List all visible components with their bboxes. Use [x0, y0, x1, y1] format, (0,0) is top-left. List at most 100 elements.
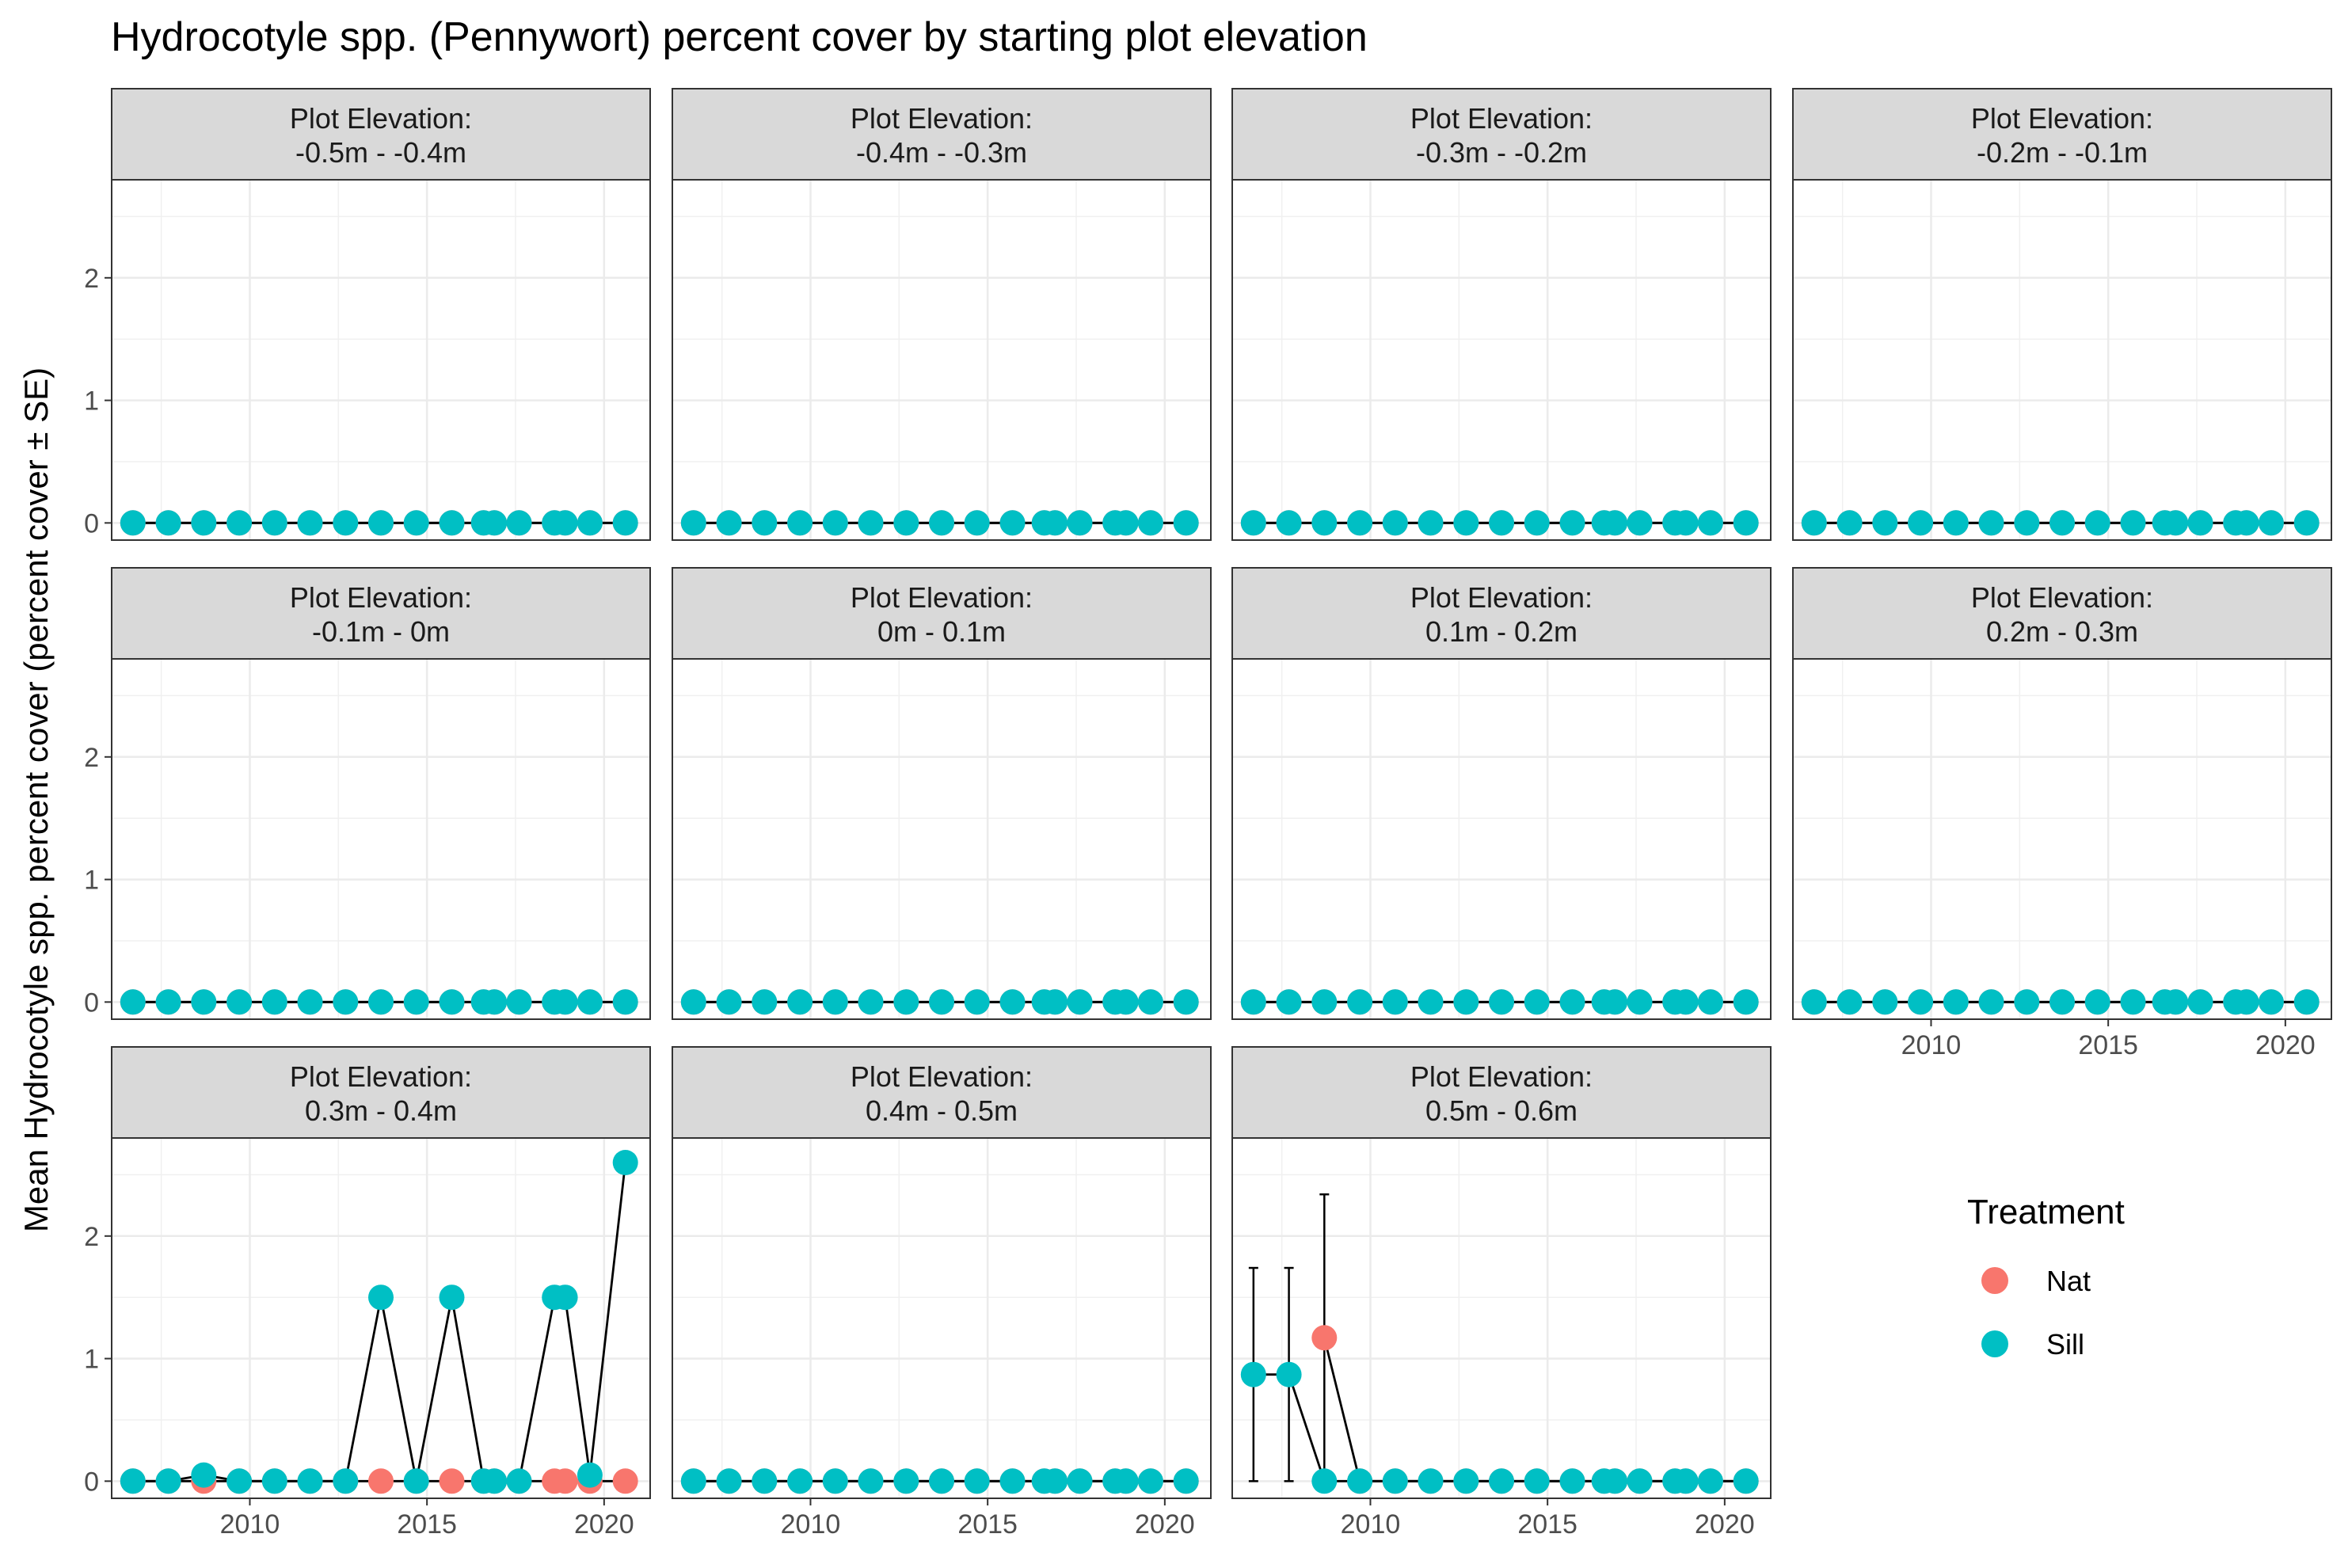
point-sill: [2049, 989, 2075, 1015]
point-sill: [1872, 989, 1898, 1015]
point-sill: [1382, 989, 1408, 1015]
point-nat: [1311, 1325, 1338, 1351]
legend-label-sill: Sill: [2046, 1328, 2084, 1361]
point-sill: [439, 510, 465, 536]
point-sill: [752, 1468, 778, 1494]
facet-panel: Plot Elevation:0.2m - 0.3m 2010 2015 2020: [1792, 567, 2332, 1060]
point-sill: [1042, 510, 1068, 536]
panel-border: [111, 658, 651, 1020]
y-tick-label: 0: [84, 988, 99, 1018]
point-sill: [226, 510, 253, 536]
facet-strip-label: -0.2m - -0.1m: [1977, 136, 2148, 169]
point-sill: [191, 1462, 217, 1488]
x-tick-label: 2010: [220, 1509, 280, 1539]
x-tick-label: 2010: [1341, 1509, 1401, 1539]
panel-background: [112, 180, 650, 540]
point-sill: [552, 989, 578, 1015]
y-tick-label: 1: [84, 386, 99, 417]
panel-border: [672, 179, 1212, 541]
point-sill: [1733, 1468, 1759, 1494]
point-sill: [1173, 510, 1199, 536]
point-sill: [1382, 1468, 1408, 1494]
point-sill: [1347, 510, 1373, 536]
point-sill: [191, 989, 217, 1015]
panel-border: [111, 179, 651, 541]
point-sill: [1418, 510, 1444, 536]
facet-strip-label: 0.4m - 0.5m: [866, 1094, 1018, 1127]
panel-background: [1232, 659, 1771, 1019]
legend-title: Treatment: [1967, 1193, 2125, 1231]
x-tick-label: 2015: [957, 1509, 1018, 1539]
point-sill: [333, 510, 359, 536]
legend-key-sill: [1981, 1330, 2008, 1357]
facet-strip-label: -0.3m - -0.2m: [1416, 136, 1587, 169]
facet-strip-label: 0.5m - 0.6m: [1425, 1094, 1578, 1127]
point-sill: [368, 510, 394, 536]
point-sill: [506, 1468, 532, 1494]
point-sill: [858, 989, 884, 1015]
panel-border: [111, 1137, 651, 1499]
x-tick-label: 2020: [574, 1509, 634, 1539]
panel-background: [1232, 180, 1771, 540]
point-sill: [999, 1468, 1026, 1494]
point-sill: [1276, 989, 1302, 1015]
point-sill: [120, 1468, 146, 1494]
y-axis-label: Mean Hydrocotyle spp. percent cover (per…: [17, 367, 55, 1232]
point-sill: [787, 1468, 813, 1494]
point-sill: [1489, 989, 1514, 1015]
point-sill: [1559, 1468, 1585, 1494]
point-sill: [1908, 510, 1934, 536]
facet-strip-prefix: Plot Elevation:: [1410, 102, 1593, 135]
point-sill: [155, 989, 181, 1015]
panel-background: [1232, 1138, 1771, 1498]
point-sill: [716, 1468, 742, 1494]
point-sill: [893, 1468, 919, 1494]
panel-border: [1231, 1137, 1772, 1499]
point-sill: [964, 510, 990, 536]
point-sill: [1113, 510, 1139, 536]
panel-background: [672, 1138, 1211, 1498]
point-sill: [1240, 510, 1266, 536]
point-sill: [155, 510, 181, 536]
facet-panel: Plot Elevation:0.3m - 0.4m 0 1 2 2010 2015 202…: [84, 1046, 651, 1539]
point-sill: [1836, 989, 1863, 1015]
point-sill: [2163, 510, 2189, 536]
point-sill: [1524, 510, 1550, 536]
facet-panel: Plot Elevation:0.5m - 0.6m 2010 2015 2020: [1231, 1046, 1772, 1539]
facet-strip-label: -0.4m - -0.3m: [856, 136, 1027, 169]
point-sill: [1524, 1468, 1550, 1494]
point-sill: [680, 510, 706, 536]
y-tick-label: 1: [84, 866, 99, 896]
facet-strip-prefix: Plot Elevation:: [1410, 581, 1593, 614]
facet-strip-prefix: Plot Elevation:: [851, 581, 1033, 614]
x-tick-label: 2020: [1135, 1509, 1195, 1539]
point-sill: [1042, 1468, 1068, 1494]
panel-border: [1231, 179, 1772, 541]
facet-strip-label: 0.1m - 0.2m: [1425, 615, 1578, 648]
point-sill: [1382, 510, 1408, 536]
x-tick-label: 2015: [2078, 1030, 2138, 1060]
y-tick-label: 2: [84, 743, 99, 773]
point-sill: [2233, 510, 2259, 536]
point-sill: [403, 989, 429, 1015]
point-sill: [2014, 510, 2040, 536]
point-nat: [368, 1468, 394, 1494]
point-sill: [2258, 989, 2284, 1015]
point-sill: [1067, 1468, 1093, 1494]
point-sill: [2049, 510, 2075, 536]
point-sill: [999, 989, 1026, 1015]
x-tick-label: 2010: [781, 1509, 841, 1539]
x-tick-label: 2020: [1695, 1509, 1755, 1539]
point-sill: [1697, 989, 1723, 1015]
point-sill: [929, 510, 954, 536]
point-sill: [368, 1284, 394, 1311]
facet-strip: [111, 88, 651, 181]
panel-border: [1792, 658, 2332, 1020]
point-sill: [368, 989, 394, 1015]
facet-strip-prefix: Plot Elevation:: [1971, 581, 2153, 614]
point-sill: [1137, 989, 1163, 1015]
point-sill: [226, 1468, 253, 1494]
facet-strip-label: -0.1m - 0m: [312, 615, 450, 648]
panel-background: [112, 659, 650, 1019]
